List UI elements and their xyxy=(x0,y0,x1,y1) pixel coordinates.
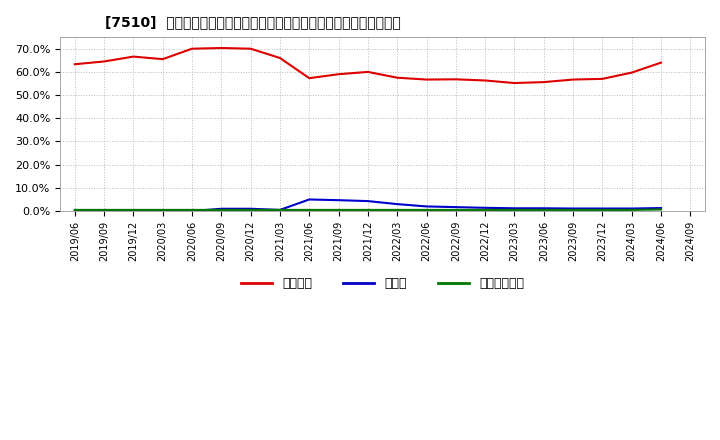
繰延税金資産 xyxy=(598,207,607,213)
自己資本 xyxy=(158,56,167,62)
自己資本 xyxy=(451,77,460,82)
繰延税金資産 xyxy=(71,207,79,213)
繰延税金資産 xyxy=(627,207,636,213)
自己資本 xyxy=(657,60,665,65)
自己資本 xyxy=(100,59,109,64)
のれん xyxy=(393,202,402,207)
のれん xyxy=(422,204,431,209)
Line: 自己資本: 自己資本 xyxy=(75,48,661,83)
繰延税金資産 xyxy=(334,207,343,213)
繰延税金資産 xyxy=(129,207,138,213)
のれん xyxy=(627,206,636,211)
のれん xyxy=(276,207,284,213)
繰延税金資産 xyxy=(158,207,167,213)
のれん xyxy=(129,209,138,214)
自己資本 xyxy=(305,76,314,81)
自己資本 xyxy=(71,62,79,67)
自己資本 xyxy=(422,77,431,82)
Line: 繰延税金資産: 繰延税金資産 xyxy=(75,209,661,210)
繰延税金資産 xyxy=(305,207,314,213)
自己資本 xyxy=(276,55,284,61)
繰延税金資産 xyxy=(364,207,372,213)
自己資本 xyxy=(188,46,197,51)
のれん xyxy=(158,209,167,214)
自己資本 xyxy=(217,45,225,51)
繰延税金資産 xyxy=(188,207,197,213)
Legend: 自己資本, のれん, 繰延税金資産: 自己資本, のれん, 繰延税金資産 xyxy=(235,272,529,295)
のれん xyxy=(657,205,665,211)
Text: [7510]  自己資本、のれん、繰延税金資産の総資産に対する比率の推移: [7510] 自己資本、のれん、繰延税金資産の総資産に対する比率の推移 xyxy=(105,15,401,29)
自己資本 xyxy=(481,78,490,83)
繰延税金資産 xyxy=(422,207,431,213)
のれん xyxy=(451,205,460,210)
のれん xyxy=(246,206,255,211)
自己資本 xyxy=(598,76,607,81)
自己資本 xyxy=(510,81,519,86)
のれん xyxy=(100,209,109,214)
自己資本 xyxy=(393,75,402,81)
のれん xyxy=(539,205,548,211)
繰延税金資産 xyxy=(217,207,225,213)
自己資本 xyxy=(569,77,577,82)
繰延税金資産 xyxy=(510,207,519,213)
のれん xyxy=(598,206,607,211)
のれん xyxy=(481,205,490,210)
自己資本 xyxy=(129,54,138,59)
繰延税金資産 xyxy=(100,207,109,213)
自己資本 xyxy=(246,46,255,51)
自己資本 xyxy=(627,70,636,75)
繰延税金資産 xyxy=(539,207,548,213)
繰延税金資産 xyxy=(569,207,577,213)
繰延税金資産 xyxy=(657,207,665,212)
のれん xyxy=(364,198,372,204)
繰延税金資産 xyxy=(393,207,402,213)
のれん xyxy=(569,206,577,211)
繰延税金資産 xyxy=(246,207,255,213)
のれん xyxy=(217,206,225,211)
のれん xyxy=(71,209,79,214)
のれん xyxy=(334,198,343,203)
繰延税金資産 xyxy=(276,207,284,213)
のれん xyxy=(188,209,197,214)
のれん xyxy=(510,205,519,211)
繰延税金資産 xyxy=(481,207,490,213)
自己資本 xyxy=(539,80,548,85)
Line: のれん: のれん xyxy=(75,199,661,211)
自己資本 xyxy=(334,72,343,77)
繰延税金資産 xyxy=(451,207,460,213)
自己資本 xyxy=(364,69,372,74)
のれん xyxy=(305,197,314,202)
